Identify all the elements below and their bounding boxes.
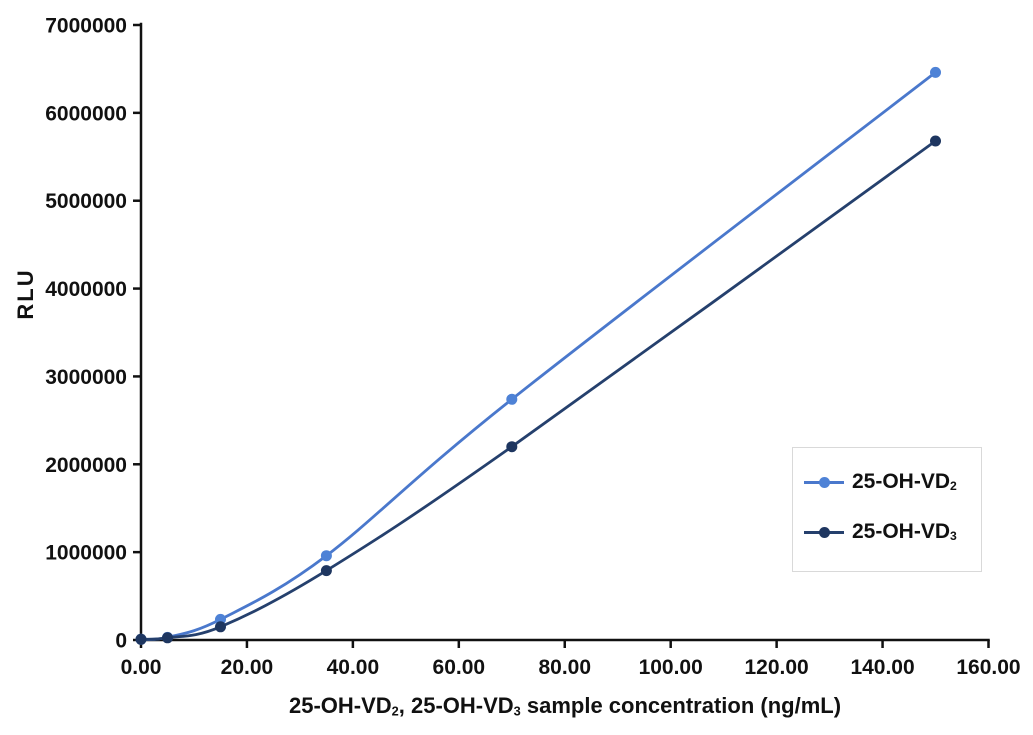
data-point (320, 565, 332, 577)
y-tick-label: 2000000 (45, 454, 127, 477)
x-tick-label: 80.00 (538, 656, 591, 679)
x-axis-title-subscript: 3 (513, 703, 521, 719)
y-tick-label: 0 (115, 630, 127, 653)
legend-line-marker-icon (804, 475, 844, 489)
series-line-0 (140, 71, 937, 641)
y-tick-label: 6000000 (45, 102, 127, 125)
data-point (930, 135, 941, 147)
x-axis-ticks: 0.00 20.00 40.00 60.00 80.00 100.00 120.00 140.… (121, 640, 1021, 679)
legend-label: 25-OH-VD3 (852, 520, 957, 544)
y-tick-label: 4000000 (45, 278, 127, 301)
y-tick-label: 1000000 (45, 542, 127, 565)
legend-label: 25-OH-VD2 (852, 470, 957, 494)
x-axis-title-part: sample concentration (ng/mL) (520, 693, 842, 718)
x-tick-label: 120.00 (745, 656, 809, 679)
data-point (506, 393, 518, 405)
data-point (215, 621, 226, 633)
x-axis-title-part: , 25-OH-VD (398, 693, 514, 718)
data-point (162, 632, 173, 644)
x-tick-label: 20.00 (221, 656, 274, 679)
data-point (506, 441, 518, 453)
legend-item-25-oh-vd3: 25-OH-VD3 (804, 513, 957, 551)
x-tick-label: 140.00 (850, 656, 914, 679)
series-line-1 (140, 139, 937, 641)
y-axis-title: RLU (13, 268, 38, 320)
x-tick-label: 160.00 (956, 656, 1020, 679)
data-point (930, 66, 941, 78)
legend-line-marker-icon (804, 525, 844, 539)
y-axis-ticks: 0 1000000 2000000 3000000 4000000 5000000 6000… (45, 15, 141, 653)
x-tick-label: 60.00 (433, 656, 486, 679)
y-tick-label: 3000000 (45, 366, 127, 389)
data-point (135, 633, 147, 645)
legend-item-25-oh-vd2: 25-OH-VD2 (804, 463, 957, 501)
y-tick-label: 5000000 (45, 190, 127, 213)
x-tick-label: 0.00 (121, 656, 162, 679)
x-axis-title-part: 25-OH-VD (288, 693, 392, 718)
x-tick-label: 40.00 (327, 656, 380, 679)
legend: 25-OH-VD2 25-OH-VD3 (792, 447, 982, 572)
x-axis-title: 25-OH-VD2, 25-OH-VD3 sample concentratio… (141, 693, 989, 719)
y-tick-label: 7000000 (45, 15, 127, 38)
x-tick-label: 100.00 (639, 656, 703, 679)
data-point (320, 550, 332, 562)
x-axis-title-subscript: 2 (391, 703, 399, 719)
